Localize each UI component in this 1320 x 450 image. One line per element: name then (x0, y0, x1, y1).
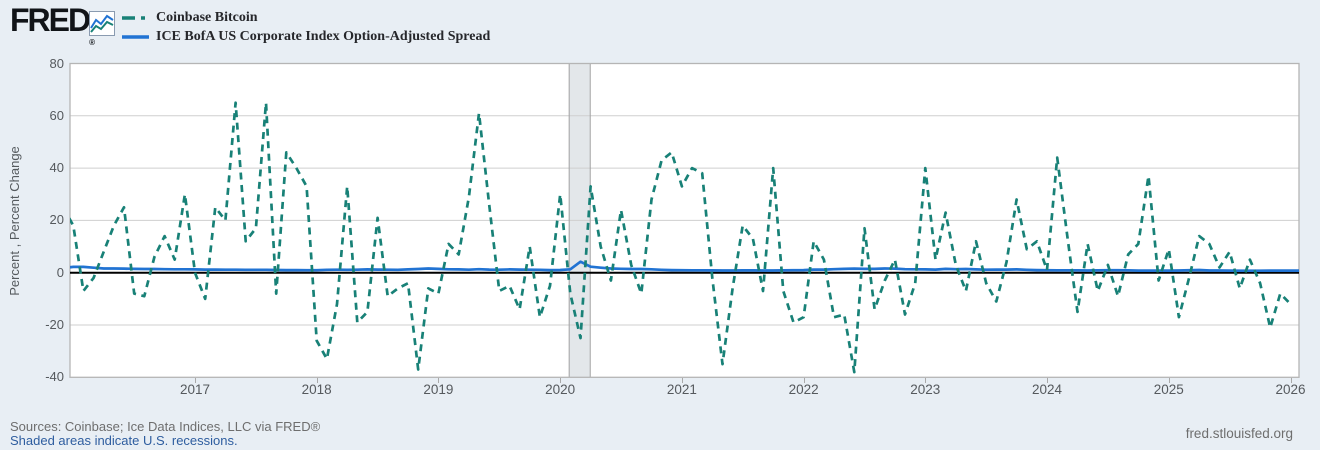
y-tick-label: 60 (49, 107, 64, 123)
legend-label: ICE BofA US Corporate Index Option-Adjus… (156, 28, 491, 44)
x-tick-mark (1290, 378, 1292, 383)
x-tick-label: 2017 (179, 382, 211, 397)
x-tick-label: 2019 (423, 382, 454, 397)
x-tick-mark (925, 378, 927, 383)
fred-logo-text: FRED (10, 2, 91, 38)
legend-label: Coinbase Bitcoin (156, 9, 258, 25)
x-tick-mark (316, 378, 318, 383)
legend-item-ice-bofa-oas: ICE BofA US Corporate Index Option-Adjus… (122, 27, 490, 46)
y-tick-label: 20 (49, 212, 64, 228)
x-tick-mark (803, 378, 805, 383)
fred-site-link[interactable]: fred.stlouisfed.org (1185, 426, 1293, 441)
x-tick-mark (560, 378, 562, 383)
solid-line-sample-icon (122, 34, 149, 39)
line-chart-icon (89, 11, 115, 36)
y-tick-label: 80 (49, 55, 64, 71)
x-tick-mark (681, 378, 683, 383)
y-tick-label: 0 (56, 264, 64, 280)
dashed-line-sample-icon (122, 15, 149, 20)
recessions-note-link[interactable]: Shaded areas indicate U.S. recessions. (10, 433, 238, 448)
x-tick-label: 2018 (301, 382, 332, 397)
x-tick-mark (1047, 378, 1048, 383)
fred-logo: FRED® (10, 2, 95, 47)
x-tick-mark (1168, 378, 1170, 383)
sources-text: Sources: Coinbase; Ice Data Indices, LLC… (10, 419, 321, 434)
x-tick-label: 2025 (1153, 382, 1184, 397)
x-tick-mark (195, 378, 196, 383)
x-tick-mark (438, 378, 440, 383)
chart-legend: Coinbase Bitcoin ICE BofA US Corporate I… (122, 8, 490, 46)
legend-item-coinbase-bitcoin: Coinbase Bitcoin (122, 8, 490, 27)
x-tick-label: 2024 (1031, 382, 1063, 397)
x-tick-label: 2020 (545, 382, 576, 397)
y-tick-label: -20 (45, 317, 64, 332)
x-tick-label: 2026 (1275, 382, 1306, 397)
x-tick-label: 2023 (910, 382, 941, 397)
y-tick-label: 40 (49, 160, 64, 176)
x-tick-label: 2022 (788, 382, 819, 397)
registered-mark: ® (89, 38, 96, 47)
y-tick-label: -40 (45, 369, 64, 385)
x-tick-label: 2021 (666, 382, 697, 397)
series-line-coinbase-bitcoin (70, 101, 1292, 374)
